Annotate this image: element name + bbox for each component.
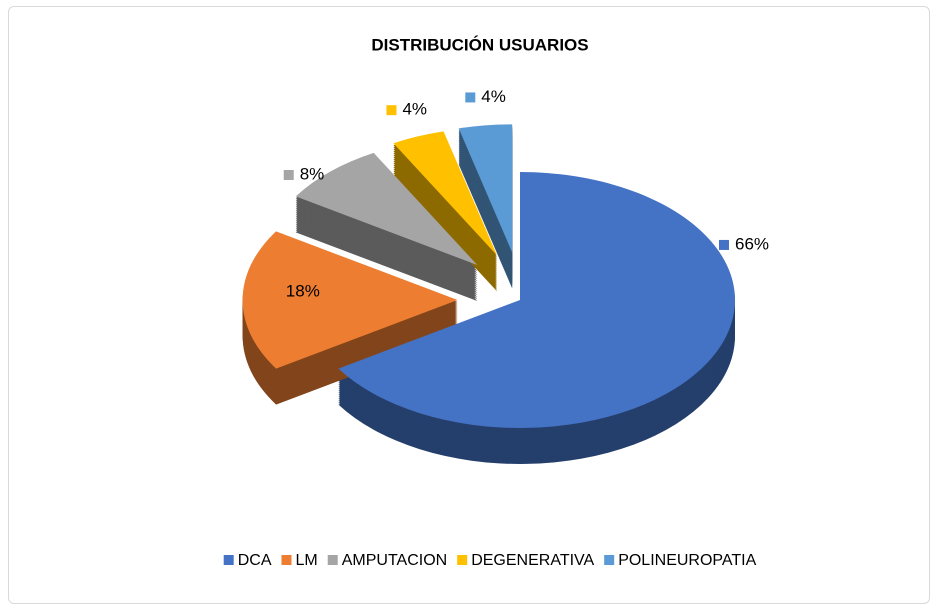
slice	[295, 152, 478, 266]
legend-label: POLINEUROPATIA	[618, 552, 756, 569]
legend-label: DCA	[238, 552, 272, 569]
legend-key	[281, 555, 292, 565]
legend: DCA LM AMPUTACION DEGENERATIVA POLINEUROPATI…	[223, 552, 757, 569]
data-label-key	[718, 239, 729, 250]
data-label-key	[283, 170, 294, 180]
legend-key	[223, 555, 234, 565]
legend-key	[327, 555, 338, 565]
data-label: 4%	[481, 87, 506, 106]
data-label-key	[465, 92, 476, 103]
slice	[458, 124, 513, 253]
data-label: 8%	[300, 164, 325, 183]
slice	[242, 231, 458, 369]
legend-label: LM	[295, 552, 317, 569]
legend-key	[457, 555, 468, 565]
data-label: 4%	[402, 100, 427, 119]
data-label: 66%	[735, 234, 769, 253]
legend-key	[604, 555, 615, 565]
slice	[393, 131, 498, 256]
chart-title: DISTRIBUCIÓN USUARIOS	[371, 35, 588, 54]
chart-frame	[8, 6, 930, 604]
slice	[338, 172, 735, 429]
legend-label: DEGENERATIVA	[471, 552, 594, 569]
data-label-key	[386, 105, 397, 116]
data-label: 18%	[286, 281, 320, 300]
legend-label: AMPUTACION	[342, 552, 447, 569]
